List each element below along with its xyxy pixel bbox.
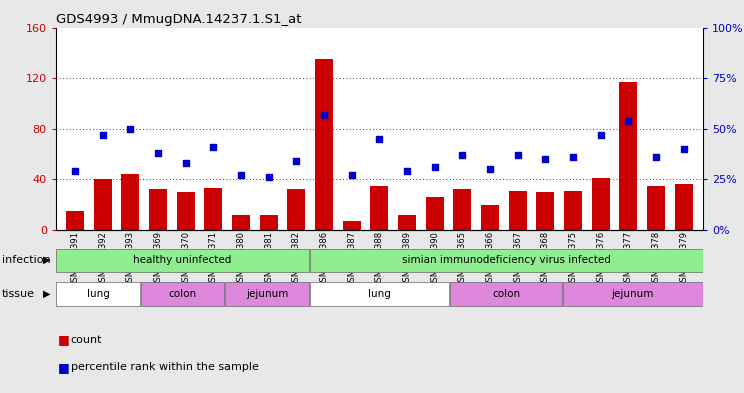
Bar <box>260 215 278 230</box>
Text: ▶: ▶ <box>43 288 51 299</box>
Point <box>180 160 192 166</box>
Bar <box>426 197 443 230</box>
Bar <box>315 59 333 230</box>
Bar <box>563 282 702 305</box>
Point <box>235 172 247 178</box>
Point <box>623 118 635 124</box>
Point <box>539 156 551 162</box>
Bar <box>94 179 112 230</box>
Bar <box>121 174 139 230</box>
Bar <box>205 188 222 230</box>
Bar <box>141 282 224 305</box>
Bar <box>509 191 527 230</box>
Bar <box>453 189 472 230</box>
Point <box>429 164 440 170</box>
Text: colon: colon <box>492 289 520 299</box>
Bar <box>310 282 449 305</box>
Text: GDS4993 / MmugDNA.14237.1.S1_at: GDS4993 / MmugDNA.14237.1.S1_at <box>56 13 301 26</box>
Text: count: count <box>71 335 102 345</box>
Text: jejunum: jejunum <box>246 289 288 299</box>
Point <box>457 152 469 158</box>
Point <box>650 154 662 160</box>
Bar <box>149 189 167 230</box>
Bar <box>371 185 388 230</box>
Bar <box>398 215 416 230</box>
Bar <box>536 192 554 230</box>
Point <box>346 172 358 178</box>
Bar <box>620 82 638 230</box>
Point <box>290 158 302 164</box>
Point <box>263 174 275 180</box>
Text: lung: lung <box>368 289 391 299</box>
Point <box>153 150 164 156</box>
Text: lung: lung <box>86 289 109 299</box>
Text: jejunum: jejunum <box>612 289 654 299</box>
Text: infection: infection <box>2 255 51 265</box>
Point <box>401 168 413 174</box>
Point <box>512 152 524 158</box>
Bar <box>57 282 140 305</box>
Point <box>208 144 219 150</box>
Point <box>318 111 330 118</box>
Bar <box>481 205 499 230</box>
Bar <box>343 221 361 230</box>
Text: percentile rank within the sample: percentile rank within the sample <box>71 362 259 373</box>
Point <box>594 132 606 138</box>
Text: simian immunodeficiency virus infected: simian immunodeficiency virus infected <box>402 255 611 265</box>
Bar <box>177 192 195 230</box>
Bar <box>57 249 309 272</box>
Text: tissue: tissue <box>2 288 35 299</box>
Text: ▶: ▶ <box>43 255 51 265</box>
Bar <box>232 215 250 230</box>
Text: ■: ■ <box>58 333 70 347</box>
Bar <box>66 211 84 230</box>
Point <box>484 166 496 172</box>
Point <box>97 132 109 138</box>
Point <box>373 136 385 142</box>
Bar <box>287 189 306 230</box>
Text: healthy uninfected: healthy uninfected <box>133 255 231 265</box>
Point <box>69 168 81 174</box>
Point <box>567 154 579 160</box>
Bar <box>310 249 702 272</box>
Text: colon: colon <box>168 289 196 299</box>
Bar <box>225 282 309 305</box>
Point <box>124 125 136 132</box>
Point <box>678 146 690 152</box>
Bar <box>564 191 582 230</box>
Bar <box>675 184 693 230</box>
Bar <box>647 185 665 230</box>
Bar <box>450 282 562 305</box>
Text: ■: ■ <box>58 361 70 374</box>
Bar <box>591 178 610 230</box>
